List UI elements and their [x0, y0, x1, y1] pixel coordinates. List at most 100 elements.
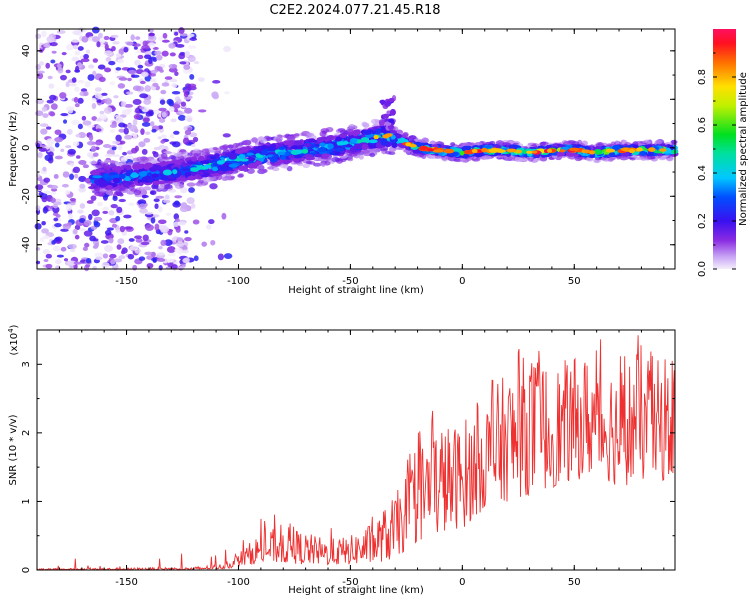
ridge-blob — [374, 128, 381, 135]
x-tick-label: 0 — [459, 276, 465, 287]
peak-blob — [419, 145, 429, 150]
ridge-blob — [119, 173, 126, 179]
noise-blob — [37, 152, 43, 159]
noise-blob — [205, 224, 212, 230]
halo-blob — [136, 156, 143, 163]
noise-blob — [179, 205, 189, 213]
noise-blob — [155, 195, 165, 199]
halo-blob — [265, 136, 273, 141]
noise-blob — [212, 93, 220, 100]
noise-blob — [60, 228, 69, 232]
noise-blob — [142, 117, 150, 123]
ridge-blob — [431, 144, 439, 148]
noise-blob — [102, 210, 109, 215]
ridge-blob — [334, 147, 345, 152]
noise-blob — [39, 123, 49, 127]
noise-blob — [92, 58, 99, 63]
noise-blob — [212, 80, 221, 84]
halo-blob — [133, 189, 142, 196]
noise-blob — [152, 258, 158, 262]
spectrogram-marks — [34, 26, 679, 272]
noise-blob — [41, 196, 48, 203]
noise-blob — [121, 109, 131, 116]
ridge-blob — [357, 139, 363, 144]
colorbar-ticks: 0.0 0.2 0.4 0.6 0.8 — [697, 52, 736, 277]
bump-blob — [388, 97, 395, 103]
ridge-blob — [368, 139, 378, 144]
noise-blob — [174, 247, 184, 254]
noise-blob — [70, 248, 76, 253]
noise-blob — [189, 74, 195, 80]
ridge-blob — [246, 152, 254, 156]
noise-blob — [74, 224, 81, 231]
noise-blob — [173, 213, 180, 220]
noise-blob — [87, 152, 94, 158]
ridge-blob — [345, 144, 353, 148]
noise-blob — [149, 190, 157, 196]
noise-blob — [174, 71, 179, 76]
halo-blob — [89, 160, 98, 165]
noise-blob — [56, 30, 66, 34]
noise-blob — [62, 119, 68, 124]
noise-blob — [136, 49, 142, 54]
noise-blob — [170, 118, 177, 123]
noise-blob — [98, 76, 106, 83]
snr-y-ticks: 0 1 2 3 — [21, 361, 675, 573]
noise-blob — [36, 70, 45, 74]
noise-blob — [88, 64, 95, 69]
noise-blob — [66, 43, 74, 51]
noise-blob — [150, 121, 155, 127]
ridge-blob — [593, 149, 603, 154]
noise-blob — [78, 187, 86, 193]
ridge-blob — [138, 171, 148, 177]
ridge-blob — [317, 146, 327, 153]
noise-blob — [54, 222, 62, 228]
noise-blob — [109, 123, 118, 129]
noise-blob — [35, 247, 41, 251]
noise-blob — [51, 50, 57, 54]
noise-blob — [118, 48, 125, 56]
noise-blob — [154, 223, 160, 231]
noise-blob — [86, 124, 95, 128]
noise-blob — [161, 50, 169, 57]
noise-blob — [117, 83, 126, 89]
ridge-blob — [151, 173, 159, 178]
noise-blob — [221, 212, 227, 220]
noise-blob — [72, 30, 81, 35]
noise-blob — [49, 184, 59, 190]
snr-y-axis-label: SNR (10 * v/v) — [8, 414, 19, 485]
ridge-blob — [159, 176, 169, 181]
noise-blob — [44, 42, 51, 49]
noise-blob — [209, 183, 218, 190]
ridge-blob — [640, 150, 646, 156]
noise-blob — [103, 50, 113, 56]
ridge-blob — [349, 138, 358, 144]
halo-blob — [369, 147, 377, 153]
noise-blob — [60, 113, 69, 117]
noise-blob — [60, 148, 65, 153]
noise-blob — [183, 257, 190, 263]
halo-blob — [164, 184, 173, 190]
noise-blob — [71, 77, 77, 83]
noise-blob — [90, 195, 97, 201]
noise-blob — [186, 197, 195, 204]
noise-blob — [177, 114, 186, 121]
ridge-blob — [137, 164, 144, 170]
noise-blob — [68, 213, 73, 220]
noise-blob — [154, 203, 159, 210]
noise-blob — [72, 228, 78, 235]
ridge-blob — [533, 153, 540, 158]
halo-blob — [143, 186, 152, 191]
noise-blob — [175, 43, 185, 48]
noise-blob — [96, 41, 101, 48]
noise-blob — [185, 83, 191, 88]
noise-blob — [117, 238, 125, 245]
halo-blob — [610, 141, 617, 146]
ridge-blob — [319, 142, 326, 148]
noise-blob — [90, 145, 97, 152]
x-tick-label: 50 — [568, 276, 581, 287]
halo-blob — [114, 162, 122, 166]
ridge-blob — [132, 164, 139, 170]
noise-blob — [137, 54, 144, 60]
halo-blob — [635, 156, 641, 161]
